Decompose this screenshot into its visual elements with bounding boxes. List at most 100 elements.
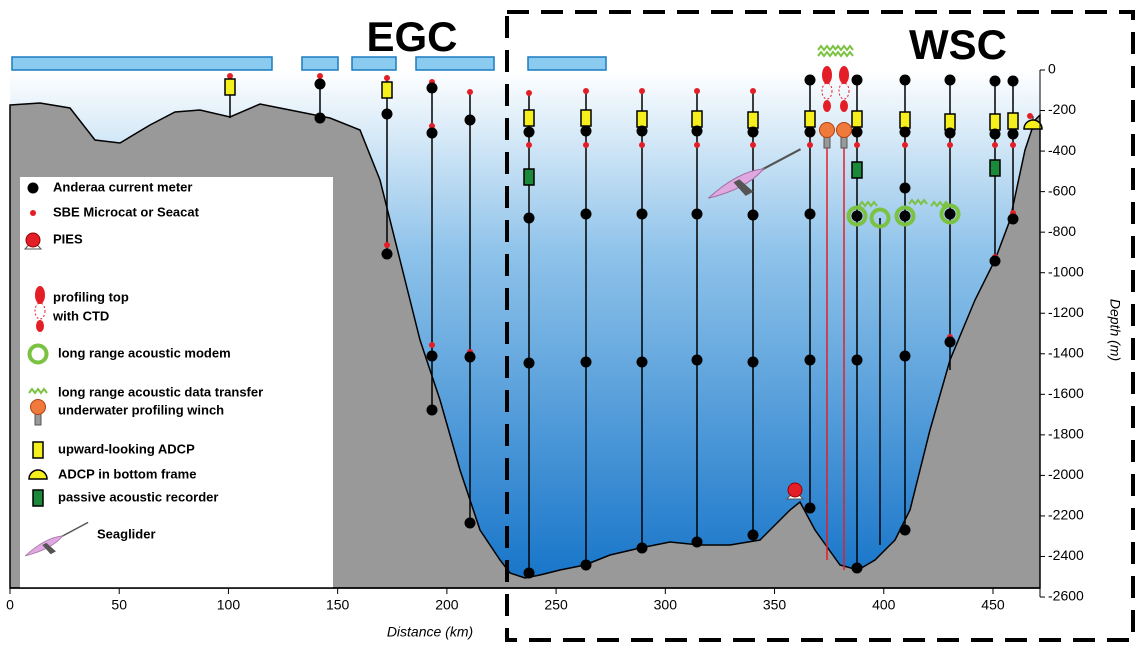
current-meter	[426, 350, 438, 362]
y-tick-label: -2600	[1048, 588, 1084, 604]
adcp	[523, 109, 535, 127]
region-label: WSC	[909, 21, 1007, 68]
legend-label: ADCP in bottom frame	[58, 466, 196, 481]
y-tick-label: -2200	[1048, 507, 1084, 523]
legend-label: SBE Microcat or Seacat	[53, 204, 200, 219]
current-meter	[944, 336, 956, 348]
x-tick-label: 450	[981, 597, 1005, 613]
microcat	[992, 142, 998, 148]
y-tick-label: -2000	[1048, 466, 1084, 482]
current-meter	[851, 126, 863, 138]
y-tick-label: -1600	[1048, 385, 1084, 401]
microcat	[1010, 142, 1016, 148]
y-tick-label: -400	[1048, 142, 1076, 158]
legend-label: upward-looking ADCP	[58, 441, 195, 456]
y-tick-label: -1800	[1048, 426, 1084, 442]
legend-label: PIES	[53, 231, 83, 246]
current-meter	[691, 208, 703, 220]
seaglider	[24, 521, 89, 557]
adcp-bottom-frame	[28, 469, 48, 480]
microcat	[694, 142, 700, 148]
x-tick-label: 350	[763, 597, 787, 613]
legend-label: with CTD	[52, 308, 109, 323]
current-meter	[691, 354, 703, 366]
winch-body	[823, 136, 831, 149]
current-meter	[314, 112, 326, 124]
y-tick-label: -1000	[1048, 263, 1084, 279]
microcat	[583, 142, 589, 148]
ice-bar	[11, 56, 273, 71]
data-transfer	[28, 387, 48, 395]
current-meter	[636, 356, 648, 368]
current-meter	[523, 126, 535, 138]
y-tick-label: -200	[1048, 101, 1076, 117]
legend-label: Seaglider	[97, 526, 156, 541]
legend: Anderaa current meter SBE Microcat or Sea…	[20, 177, 333, 588]
y-tick-label: -600	[1048, 182, 1076, 198]
adcp	[580, 109, 592, 127]
data-transfer	[817, 44, 837, 52]
current-meter	[804, 74, 816, 86]
y-tick-label: -2400	[1048, 547, 1084, 563]
legend-label: passive acoustic recorder	[58, 489, 218, 504]
current-meter	[464, 351, 476, 363]
current-meter	[944, 127, 956, 139]
profiler-top	[822, 66, 832, 84]
current-meter	[426, 404, 438, 416]
x-tick-label: 200	[435, 597, 459, 613]
glider-antenna	[761, 148, 802, 171]
microcat	[526, 142, 532, 148]
adcp-bottom-frame	[1023, 119, 1043, 130]
current-meter	[899, 126, 911, 138]
profiler-bottom	[840, 100, 848, 112]
current-meter	[27, 182, 39, 194]
current-meter	[426, 127, 438, 139]
microcat	[30, 210, 36, 216]
microcat	[1027, 113, 1033, 119]
microcat	[317, 73, 323, 79]
adcp	[1007, 112, 1019, 130]
current-meter	[899, 74, 911, 86]
axes: 0 50 100 150 200 250 300 350 400 450 0 -200 -400 -600…	[6, 61, 1084, 613]
current-meter	[804, 354, 816, 366]
legend-label: underwater profiling winch	[58, 402, 224, 417]
x-axis-title: Distance (km)	[387, 624, 473, 640]
microcat	[526, 90, 532, 96]
data-transfer	[834, 50, 854, 58]
acoustic-recorder	[32, 489, 44, 507]
current-meter	[523, 212, 535, 224]
modem	[939, 203, 961, 225]
current-meter	[314, 78, 326, 90]
current-meter	[580, 559, 592, 571]
y-tick-label: 0	[1048, 61, 1056, 77]
y-tick-label: -800	[1048, 223, 1076, 239]
current-meter	[580, 125, 592, 137]
winch	[819, 122, 835, 138]
microcat	[854, 142, 860, 148]
legend-label: long range acoustic data transfer	[58, 384, 263, 399]
pies	[787, 482, 803, 498]
region-label: EGC	[366, 13, 457, 60]
y-tick-label: -1400	[1048, 344, 1084, 360]
current-meter	[747, 126, 759, 138]
x-tick-label: 400	[872, 597, 896, 613]
microcat	[639, 142, 645, 148]
adcp	[691, 110, 703, 128]
current-meter	[580, 208, 592, 220]
data-transfer	[858, 200, 878, 208]
wsc-box	[505, 10, 1135, 642]
acoustic-recorder	[989, 159, 1001, 177]
current-meter	[851, 354, 863, 366]
microcat	[429, 342, 435, 348]
current-meter	[636, 208, 648, 220]
y-tick-label: -1200	[1048, 304, 1084, 320]
current-meter	[381, 248, 393, 260]
current-meter	[851, 74, 863, 86]
seaglider	[707, 148, 802, 199]
microcat	[384, 242, 390, 248]
current-meter	[899, 182, 911, 194]
winch	[836, 122, 852, 138]
microcat	[583, 88, 589, 94]
microcat	[639, 88, 645, 94]
glider-wing	[733, 179, 754, 196]
